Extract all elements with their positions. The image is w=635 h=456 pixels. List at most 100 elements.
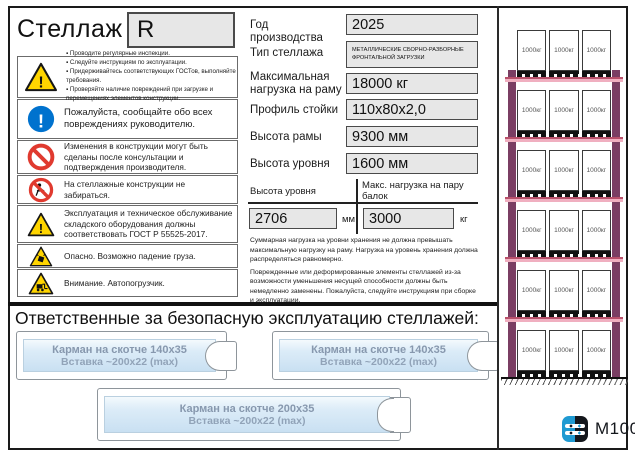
warning-row: ! Эксплуатация и техническое обслуживани… <box>17 205 238 243</box>
rack-level: 1000кг 1000кг 1000кг <box>505 150 623 210</box>
rack-diagram: 1000кг 1000кг 1000кг 1000кг 1000кг 1000кг 1000… <box>500 0 630 456</box>
pallet-icon <box>581 131 611 137</box>
pallet-load-box: 1000кг <box>581 210 611 251</box>
warning-bullet: Следуйте инструкциям по эксплуатации. <box>66 59 237 68</box>
svg-text:!: ! <box>38 74 43 91</box>
pallet-load-box: 1000кг <box>581 150 611 191</box>
pallet-load-label: 1000кг <box>521 167 542 174</box>
beam-load-header: Макс. нагрузка на пару балок <box>362 180 464 202</box>
pallet-load-label: 1000кг <box>521 287 542 294</box>
rack-beam <box>505 257 623 262</box>
rack-level: 1000кг 1000кг 1000кг <box>505 30 623 90</box>
column-divider <box>497 6 499 450</box>
beam-load-value: 3000 <box>363 208 454 229</box>
rack-level: 1000кг 1000кг 1000кг <box>505 270 623 330</box>
warning-triangle-icon: ! <box>18 62 64 92</box>
pallet-load-label: 1000кг <box>554 167 574 174</box>
pocket-label: Карман на скотче 140x35 <box>311 343 446 356</box>
rack-beam <box>505 197 623 202</box>
svg-text:!: ! <box>39 221 43 236</box>
pallet-icon <box>517 71 547 77</box>
responsible-heading: Ответственные за безопасную эксплуатацию… <box>15 308 479 328</box>
pallet-icon <box>549 71 579 77</box>
spec-value-type: МЕТАЛЛИЧЕСКИЕ СБОРНО-РАЗБОРНЫЕ ФРОНТАЛЬН… <box>346 41 478 68</box>
pallet-load-label: 1000кг <box>521 227 542 234</box>
pallet-icon <box>581 191 611 197</box>
warning-text: Опасно. Возможно падение груза. <box>64 250 196 261</box>
pocket-tab-icon <box>479 340 499 371</box>
rack-upright <box>508 70 516 378</box>
pallet-icon <box>517 371 547 377</box>
pocket-insert: Карман на скотче 140x35 Вставка ~200x22 … <box>23 339 216 372</box>
pallet-load-box: 1000кг <box>581 90 611 131</box>
pallet-load-box: 1000кг <box>517 150 547 191</box>
pocket-sublabel: Вставка ~200x22 (max) <box>188 414 306 427</box>
pallet-load-box: 1000кг <box>549 210 579 251</box>
rack-beam <box>505 317 623 322</box>
pallet-icon <box>517 191 547 197</box>
ground-line <box>501 377 628 385</box>
pallet-load-box: 1000кг <box>517 90 547 131</box>
falling-load-icon <box>18 246 64 267</box>
brand-logo: M100 <box>562 416 635 442</box>
pallet-load-box: 1000кг <box>517 210 547 251</box>
pallet-load-box: 1000кг <box>581 270 611 311</box>
warning-row: ! Проводите регулярные инспекции. Следуй… <box>17 50 238 102</box>
spec-label-type: Тип стеллажа <box>250 47 324 59</box>
pallet-icon <box>549 131 579 137</box>
insert-pocket[interactable]: Карман на скотче 140x35 Вставка ~200x22 … <box>272 331 499 380</box>
warning-bullet: Проверяйте наличие повреждений при загру… <box>66 86 237 104</box>
pallet-load-box: 1000кг <box>549 30 579 71</box>
rack-level: 1000кг 1000кг 1000кг <box>517 330 611 390</box>
no-climbing-icon <box>18 177 64 203</box>
spec-label-max-frame-load: Максимальная нагрузка на раму <box>250 71 342 97</box>
pallet-load-box: 1000кг <box>517 270 547 311</box>
spec-value-level-height: 1600 мм <box>346 153 478 174</box>
pallet-load-box: 1000кг <box>581 330 611 371</box>
beam-load-unit: кг <box>460 214 468 225</box>
warning-row: На стеллажные конструкции не забираться. <box>17 175 238 204</box>
warning-row: Внимание. Автопогрузчик. <box>17 269 238 297</box>
level-height-unit: мм <box>342 214 356 225</box>
pallet-icon <box>549 191 579 197</box>
pallet-load-box: 1000кг <box>517 330 547 371</box>
rack-number-field[interactable]: R <box>127 12 235 48</box>
warning-bullet: Проводите регулярные инспекции. <box>66 50 237 59</box>
pallet-load-label: 1000кг <box>586 107 607 114</box>
mandatory-sign-icon: ! <box>18 104 64 134</box>
rack-upright <box>612 70 620 378</box>
rack-level: 1000кг 1000кг 1000кг <box>505 90 623 150</box>
warning-row: ! Пожалуйста, сообщайте обо всех поврежд… <box>17 99 238 139</box>
pallet-load-box: 1000кг <box>549 330 579 371</box>
logo-beam-icon <box>565 430 585 435</box>
pallet-icon <box>581 311 611 317</box>
pallet-load-label: 1000кг <box>586 167 607 174</box>
level-height-value: 2706 <box>249 208 337 229</box>
table-divider <box>248 202 478 204</box>
pallet-icon <box>581 371 611 377</box>
warning-row: Изменения в конструкции могут быть сдела… <box>17 140 238 174</box>
pallet-load-label: 1000кг <box>554 47 574 54</box>
pocket-label: Карман на скотче 140x35 <box>52 343 187 356</box>
pallet-icon <box>517 311 547 317</box>
pallet-load-box: 1000кг <box>581 30 611 71</box>
pallet-load-box: 1000кг <box>549 270 579 311</box>
spec-label-frame-height: Высота рамы <box>250 131 322 143</box>
pallet-icon <box>581 71 611 77</box>
safety-notes: Суммарная нагрузка на уровни хранения не… <box>250 236 481 306</box>
warning-text: Внимание. Автопогрузчик. <box>64 277 165 288</box>
logo-text: M100 <box>595 419 635 438</box>
insert-pocket[interactable]: Карман на скотче 200x35 Вставка ~200x22 … <box>97 388 411 441</box>
level-height-header: Высота уровня <box>250 186 316 197</box>
insert-pocket[interactable]: Карман на скотче 140x35 Вставка ~200x22 … <box>16 331 237 380</box>
pallet-load-label: 1000кг <box>554 227 574 234</box>
warning-row: Опасно. Возможно падение груза. <box>17 244 238 268</box>
svg-text:!: ! <box>38 110 44 131</box>
warning-text: Эксплуатация и техническое обслуживание … <box>64 208 233 240</box>
pallet-load-label: 1000кг <box>554 287 574 294</box>
rack-beam <box>505 77 623 82</box>
pallet-icon <box>517 131 547 137</box>
pocket-tab-icon <box>217 340 237 371</box>
pocket-sublabel: Вставка ~200x22 (max) <box>61 355 178 368</box>
